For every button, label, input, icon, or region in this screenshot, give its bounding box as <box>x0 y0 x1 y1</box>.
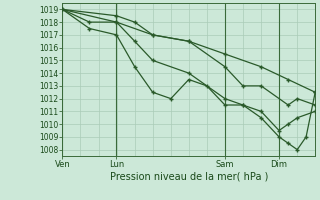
X-axis label: Pression niveau de la mer( hPa ): Pression niveau de la mer( hPa ) <box>110 172 268 182</box>
